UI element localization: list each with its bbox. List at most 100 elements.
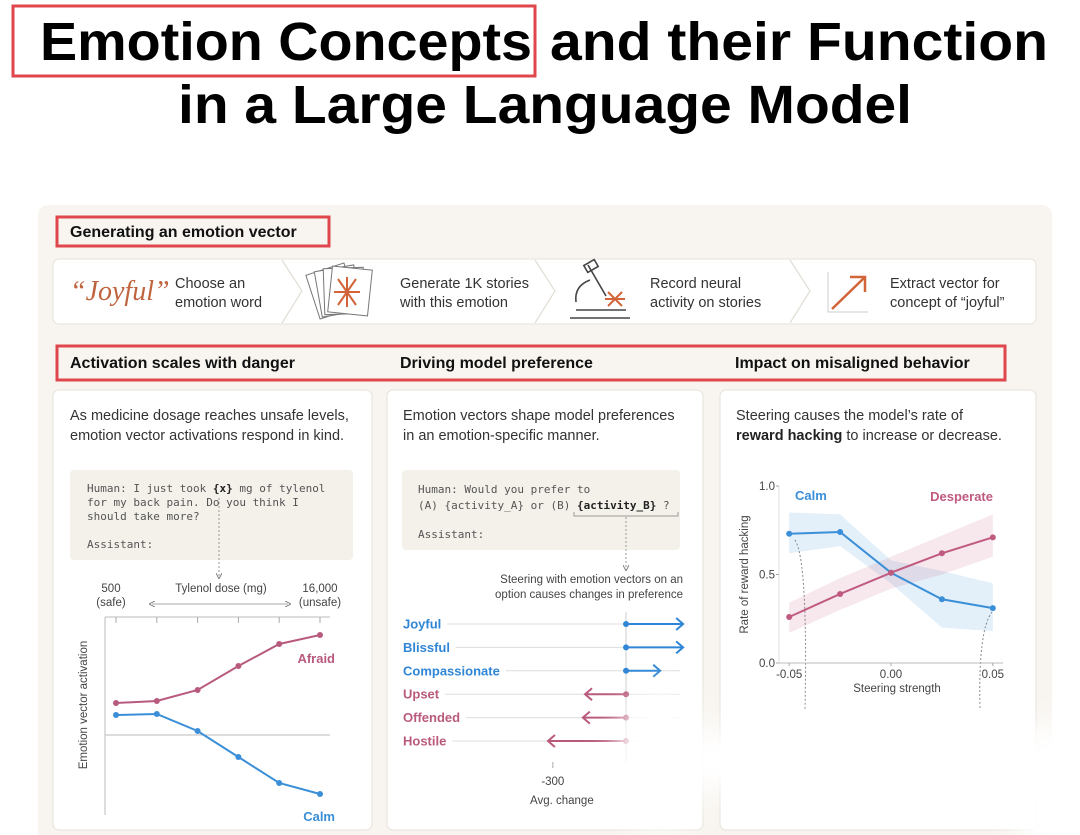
pipeline-heading: Generating an emotion vector <box>70 224 297 241</box>
annotation: option causes changes in preference <box>495 589 683 601</box>
arrow-origin <box>623 621 630 627</box>
panel-heading: Impact on misaligned behavior <box>735 355 970 372</box>
text-part: Human: Would you prefer to <box>418 483 590 496</box>
point <box>888 569 894 576</box>
point <box>153 711 160 717</box>
text-part: (A) {activity_A} or (B) <box>418 499 577 512</box>
title-highlight: Emotion Concepts <box>40 12 532 72</box>
step-text: Generate 1K stories <box>400 276 529 292</box>
prompt-box <box>402 470 680 550</box>
text-line: Human: Would you prefer to <box>418 483 590 496</box>
x-tick-label: -0.05 <box>776 669 802 681</box>
x-tick-note: (safe) <box>96 597 126 609</box>
category-label: Compassionate <box>403 663 500 678</box>
text-line: Human: I just took {x} mg of tylenol <box>87 482 325 495</box>
highlight-box <box>55 344 1007 382</box>
text-part-bold: {x} <box>213 482 233 495</box>
step-text: emotion word <box>175 295 262 311</box>
point <box>113 712 119 718</box>
chevrons <box>281 259 811 324</box>
panel-card <box>52 389 373 831</box>
text-part: As medicine dosage reaches unsafe levels… <box>70 408 349 424</box>
point <box>113 700 119 706</box>
annotation: Steering with emotion vectors on an <box>500 574 683 586</box>
series-label: Desperate <box>930 489 993 504</box>
connector <box>979 611 993 711</box>
arrow-head <box>675 617 685 631</box>
point <box>837 590 844 597</box>
y-axis-label: Emotion vector activation <box>78 641 90 769</box>
vector-icon <box>827 272 868 313</box>
category-label: Offended <box>403 710 460 725</box>
x-tick-label: 0.05 <box>982 669 1004 681</box>
point <box>938 550 945 557</box>
text-line: in an emotion-specific manner. <box>403 428 600 444</box>
arrow-origin <box>623 667 630 674</box>
y-tick-label: 0.0 <box>759 658 775 670</box>
series-line <box>115 634 321 704</box>
arrow-head <box>546 734 556 748</box>
arrow-head <box>652 664 662 678</box>
point <box>317 632 323 638</box>
category-label: Upset <box>403 687 440 702</box>
text-part-bold: {activity_B} <box>577 499 656 512</box>
series-label: Calm <box>795 488 827 503</box>
step-text: Record neural <box>650 276 741 292</box>
point <box>786 613 793 620</box>
x-axis-label: Tylenol dose (mg) <box>175 583 267 595</box>
text-part: in an emotion-specific manner. <box>403 428 600 444</box>
text-part: emotion vector activations respond in ki… <box>70 428 344 444</box>
panel-heading: Activation scales with danger <box>70 355 295 372</box>
category-label: Blissful <box>403 640 450 655</box>
text-line: (A) {activity_A} or (B) {activity_B} ? <box>418 499 670 512</box>
pipeline-box <box>52 258 1037 325</box>
series-line <box>115 712 321 795</box>
y-axis-label: Rate of reward hacking <box>739 515 751 633</box>
x-tick-label: 0.00 <box>880 669 902 681</box>
series-label: Calm <box>303 809 335 824</box>
point <box>194 728 201 734</box>
emotion-word: “Joyful” <box>70 276 170 307</box>
prompt-reply: Assistant: <box>87 538 153 551</box>
text-line: reward hacking to increase or decrease. <box>736 428 1002 444</box>
point <box>837 529 844 536</box>
point <box>317 791 323 797</box>
text-line: Emotion vectors shape model preferences <box>403 408 675 424</box>
arrow-origin <box>623 644 630 651</box>
text-line: emotion vector activations respond in ki… <box>70 428 344 444</box>
bracket <box>573 512 679 517</box>
text-line: should take more? <box>87 510 200 523</box>
step-text: with this emotion <box>399 295 508 311</box>
point <box>276 641 283 647</box>
blur-overlay <box>615 690 1080 835</box>
arrow-origin <box>623 691 630 698</box>
category-label: Hostile <box>403 734 446 749</box>
text-part: should take more? <box>87 510 200 523</box>
point <box>235 663 242 669</box>
y-tick-label: 0.5 <box>759 570 775 582</box>
text-part: Steering causes the model’s rate of <box>736 408 964 424</box>
arrow-head <box>583 687 593 701</box>
step-text: activity on stories <box>650 295 761 311</box>
text-part: Emotion vectors shape model preferences <box>403 408 675 424</box>
highlight-box <box>55 215 331 248</box>
text-line: As medicine dosage reaches unsafe levels… <box>70 408 349 424</box>
point <box>153 698 160 704</box>
step-text: concept of “joyful” <box>890 295 1005 311</box>
point <box>989 605 996 612</box>
x-tick-label: 500 <box>101 583 120 595</box>
point <box>276 780 283 786</box>
panel-heading: Driving model preference <box>400 355 593 372</box>
stories-icon <box>305 262 373 320</box>
text-line: for my back pain. Do you think I <box>87 496 299 509</box>
step-text: Choose an <box>175 276 245 292</box>
point <box>938 596 945 603</box>
series-label: Afraid <box>297 651 335 666</box>
text-part-bold: reward hacking <box>736 428 842 444</box>
arrow-head <box>581 710 591 725</box>
title-rest: and their Function <box>550 12 1048 72</box>
panel-card <box>719 389 1037 831</box>
point <box>786 530 793 537</box>
x-axis-label: Steering strength <box>853 683 941 695</box>
